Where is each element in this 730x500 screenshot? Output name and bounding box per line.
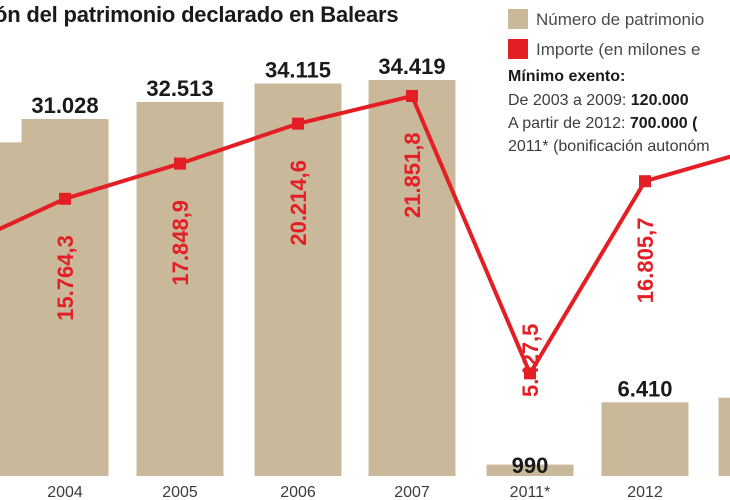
bar-6 xyxy=(601,402,689,476)
category-label-1: 2004 xyxy=(47,484,83,500)
category-label-4: 2007 xyxy=(394,484,430,500)
amount-label-2: 17.848,9 xyxy=(168,200,193,286)
category-label-5: 2011* xyxy=(510,484,551,500)
legend-swatch-amount xyxy=(508,39,528,59)
bar-label-4: 34.419 xyxy=(378,54,445,79)
note-line-3: 2011* (bonificación autonóm xyxy=(508,138,710,155)
note-heading: Mínimo exento: xyxy=(508,68,626,85)
amount-label-5: 5.427,5 xyxy=(518,324,543,397)
amount-point-2 xyxy=(174,157,186,170)
category-label-3: 2006 xyxy=(280,484,316,500)
amount-label-4: 21.851,8 xyxy=(400,132,425,218)
amount-point-1 xyxy=(59,192,71,205)
category-label-2: 2005 xyxy=(162,484,198,500)
category-label-6: 2012 xyxy=(627,484,663,500)
bar-label-3: 34.115 xyxy=(265,57,331,82)
note-line-2: A partir de 2012: 700.000 ( xyxy=(508,115,698,132)
amount-point-6 xyxy=(639,175,651,188)
amount-label-3: 20.214,6 xyxy=(286,160,311,246)
bar-7 xyxy=(718,397,730,476)
amount-point-3 xyxy=(292,117,304,130)
amount-point-5 xyxy=(524,367,536,380)
bar-4 xyxy=(368,80,456,476)
bar-0 xyxy=(0,142,26,476)
bar-label-6: 6.410 xyxy=(617,376,672,401)
amount-label-6: 16.805,7 xyxy=(633,218,658,304)
bar-label-1: 31.028 xyxy=(31,93,98,118)
bar-label-5: 990 xyxy=(512,453,549,478)
bar-5 xyxy=(486,464,574,476)
bar-1 xyxy=(21,119,109,477)
bar-3 xyxy=(254,83,342,476)
chart-title: ón del patrimonio declarado en Balears xyxy=(0,2,399,27)
amount-point-4 xyxy=(406,90,418,102)
legend-swatch-count xyxy=(508,9,528,29)
bar-label-2: 32.513 xyxy=(146,76,213,101)
legend-label-count: Número de patrimonio xyxy=(536,10,705,29)
amount-line xyxy=(0,93,730,378)
note-line-1: De 2003 a 2009: 120.000 xyxy=(508,92,689,109)
legend-label-amount: Importe (en milones e xyxy=(536,40,701,59)
amount-label-1: 15.764,3 xyxy=(53,235,78,321)
